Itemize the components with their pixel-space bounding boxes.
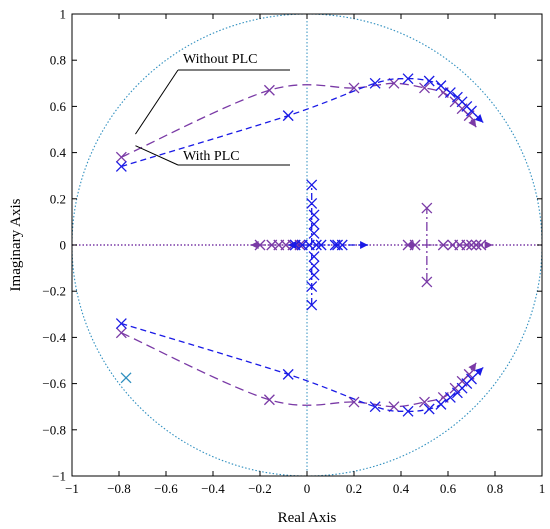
- with-plc-pole-marker: [402, 73, 414, 85]
- x-tick-label: 1: [539, 481, 546, 496]
- without-plc-arrow: [484, 241, 493, 249]
- without-plc-pole-marker: [115, 327, 127, 339]
- with-plc-pole-marker: [332, 239, 344, 251]
- with-plc-arrow: [288, 241, 297, 249]
- y-tick-label: −0.2: [42, 284, 66, 299]
- x-tick-label: −0.8: [107, 481, 131, 496]
- y-tick-label: −0.4: [42, 330, 66, 345]
- with-plc-pole-marker: [369, 401, 381, 413]
- extra-pole-pole-marker: [120, 372, 132, 384]
- without-plc-arrow: [468, 362, 477, 372]
- with-plc-pole-marker: [435, 398, 447, 410]
- with-plc-pole-marker: [308, 251, 320, 263]
- annotation-with-plc: With PLC: [183, 149, 240, 164]
- annotation-leader-line: [135, 69, 179, 135]
- x-tick-label: −0.2: [248, 481, 272, 496]
- without-plc-pole-marker: [263, 394, 275, 406]
- y-tick-label: −0.6: [42, 376, 66, 391]
- y-tick-label: 0.8: [50, 53, 66, 68]
- with-plc-pole-marker: [310, 239, 322, 251]
- without-plc-locus-line: [121, 332, 477, 408]
- without-plc-locus-line: [121, 82, 477, 158]
- x-tick-label: 0: [304, 481, 311, 496]
- with-plc-pole-marker: [306, 197, 318, 209]
- with-plc-pole-marker: [423, 403, 435, 415]
- y-tick-label: 0: [60, 238, 67, 253]
- x-tick-label: −0.6: [154, 481, 178, 496]
- data-series: [115, 73, 493, 417]
- with-plc-arrow: [474, 114, 484, 123]
- y-tick-label: −1: [52, 469, 66, 484]
- without-plc-pole-marker: [419, 82, 430, 94]
- without-plc-pole-marker: [348, 396, 360, 408]
- without-plc-arrow: [468, 118, 477, 128]
- with-plc-pole-marker: [402, 405, 414, 417]
- with-plc-pole-marker: [308, 260, 320, 272]
- y-tick-label: 0.2: [50, 191, 66, 206]
- with-plc-pole-marker: [282, 368, 294, 380]
- y-tick-label: 0.4: [50, 145, 67, 160]
- with-plc-arrow: [360, 241, 369, 249]
- without-plc-pole-marker: [254, 239, 266, 251]
- with-plc-pole-marker: [308, 269, 320, 281]
- annotation-leader-line: [135, 145, 179, 166]
- without-plc-pole-marker: [348, 82, 360, 94]
- with-plc-pole-marker: [115, 318, 127, 329]
- x-tick-label: −1: [65, 481, 79, 496]
- without-plc-pole-marker: [470, 239, 482, 251]
- x-tick-label: 0.8: [487, 481, 503, 496]
- y-tick-label: 1: [60, 7, 67, 22]
- with-plc-pole-marker: [282, 110, 294, 122]
- without-plc-pole-marker: [437, 239, 449, 251]
- without-plc-pole-marker: [419, 396, 430, 408]
- with-plc-pole-marker: [466, 105, 477, 117]
- y-axis-label: Imaginary Axis: [8, 198, 24, 291]
- with-plc-pole-marker: [466, 373, 477, 385]
- x-tick-label: −0.4: [201, 481, 225, 496]
- with-plc-pole-marker: [423, 75, 435, 87]
- with-plc-pole-marker: [306, 179, 318, 191]
- with-plc-arrow: [474, 367, 484, 376]
- without-plc-pole-marker: [421, 202, 433, 214]
- without-plc-pole-marker: [475, 239, 487, 251]
- with-plc-pole-marker: [336, 239, 348, 251]
- with-plc-pole-marker: [306, 281, 318, 293]
- with-plc-pole-marker: [444, 87, 456, 98]
- axis-ticks: −1 −0.8 −0.6 −0.4 −0.2 0 0.2 0.4 0.6 0.8 1 −1 −0.8 −0…: [42, 7, 545, 497]
- without-plc-pole-marker: [263, 84, 275, 96]
- annotations: Without PLC With PLC: [135, 52, 290, 166]
- annotation-without-plc: Without PLC: [183, 52, 258, 67]
- x-tick-label: 0.4: [393, 481, 410, 496]
- without-plc-pole-marker: [461, 239, 473, 251]
- without-plc-pole-marker: [466, 239, 477, 251]
- without-plc-arrow: [405, 241, 414, 249]
- with-plc-pole-marker: [308, 218, 320, 230]
- with-plc-pole-marker: [315, 239, 327, 251]
- y-tick-label: −0.8: [42, 422, 66, 437]
- with-plc-pole-marker: [115, 161, 127, 172]
- y-tick-label: 0.6: [50, 99, 67, 114]
- x-tick-label: 0.6: [440, 481, 457, 496]
- x-tick-label: 0.2: [346, 481, 362, 496]
- with-plc-pole-marker: [435, 80, 447, 92]
- with-plc-pole-marker: [444, 392, 456, 403]
- without-plc-pole-marker: [409, 239, 421, 251]
- x-axis-label: Real Axis: [278, 510, 337, 526]
- with-plc-pole-marker: [306, 299, 318, 311]
- without-plc-pole-marker: [115, 151, 127, 163]
- without-plc-pole-marker: [421, 276, 433, 288]
- with-plc-pole-marker: [308, 209, 320, 221]
- without-plc-arrow: [250, 241, 259, 249]
- with-plc-pole-marker: [369, 77, 381, 89]
- with-plc-pole-marker: [308, 227, 320, 239]
